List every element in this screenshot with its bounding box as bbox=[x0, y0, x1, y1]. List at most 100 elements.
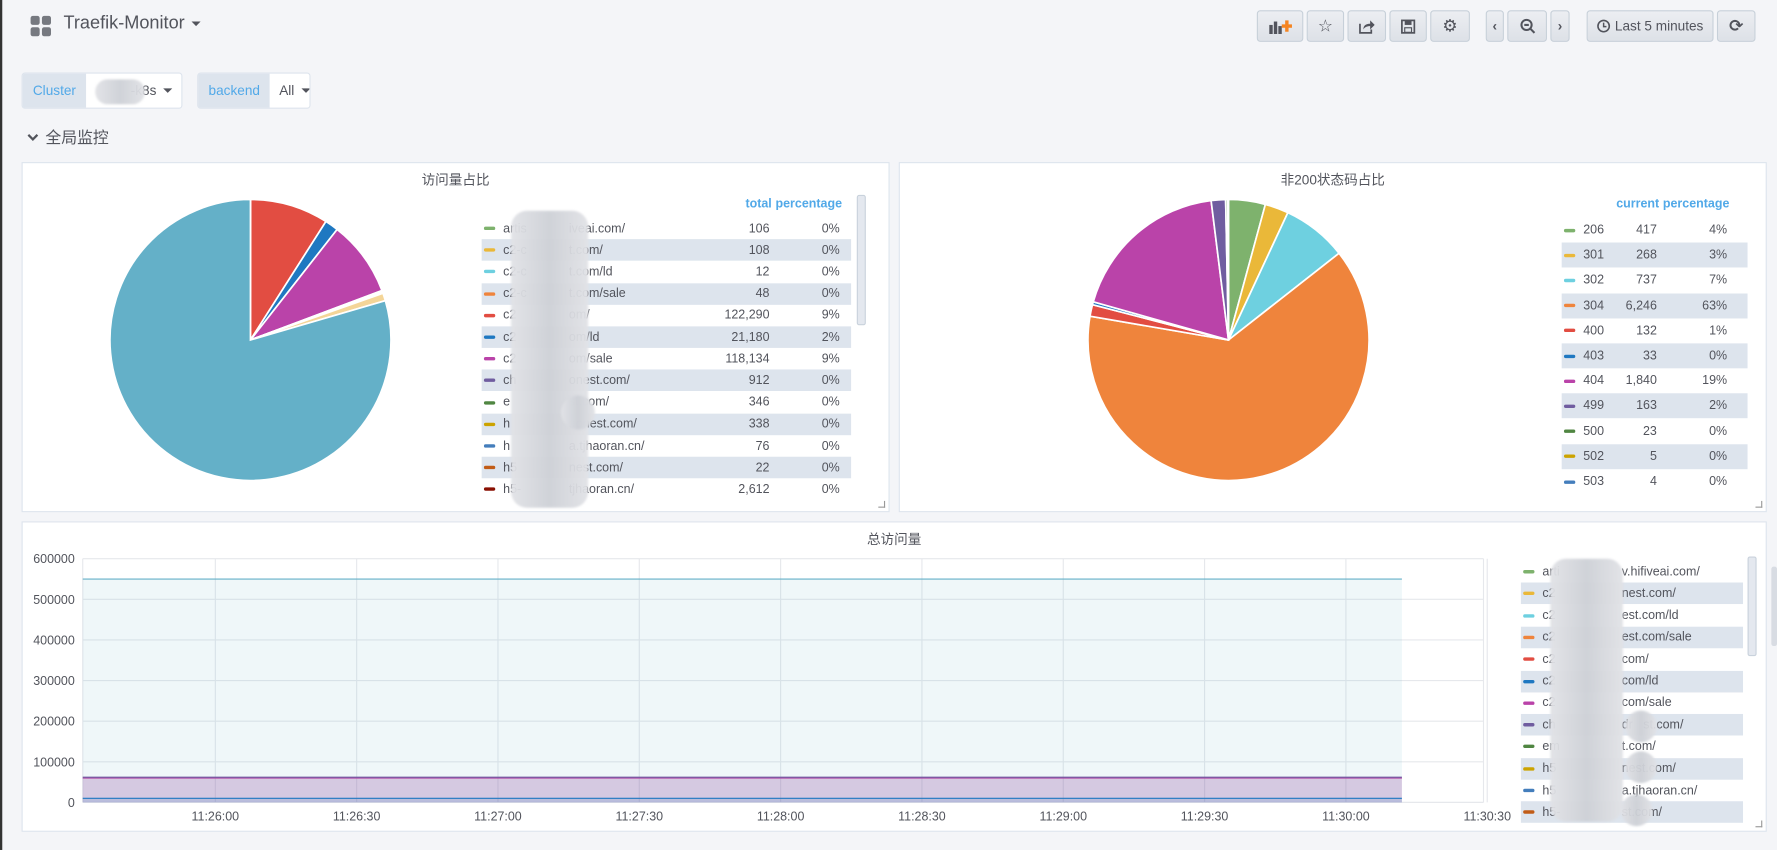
cluster-variable[interactable]: Cluster-k8s bbox=[21, 72, 183, 109]
legend-swatch bbox=[483, 444, 496, 448]
time-range-label: Last 5 minutes bbox=[1614, 18, 1704, 34]
legend-row[interactable]: 502 5 0% bbox=[1561, 444, 1748, 469]
legend-row[interactable]: 499 163 2% bbox=[1561, 393, 1748, 419]
legend-swatch bbox=[1523, 745, 1535, 749]
legend-swatch bbox=[1523, 766, 1535, 771]
resize-handle[interactable] bbox=[1755, 820, 1763, 828]
x-tick-label: 11:27:30 bbox=[616, 810, 664, 824]
panel-title[interactable]: 访问量占比 bbox=[421, 172, 490, 189]
legend-swatch bbox=[1563, 278, 1576, 283]
y-tick-label: 200000 bbox=[33, 715, 75, 729]
legend-percentage: 7% bbox=[1709, 273, 1728, 288]
legend-row[interactable]: 400 132 1% bbox=[1562, 318, 1748, 343]
legend-percentage: 0% bbox=[821, 482, 840, 497]
backend-variable[interactable]: backend All bbox=[197, 72, 311, 109]
legend-percentage: 0% bbox=[821, 243, 840, 257]
resize-handle[interactable] bbox=[1755, 500, 1763, 508]
cluster-label: Cluster bbox=[22, 73, 87, 108]
legend-swatch bbox=[1563, 479, 1576, 484]
settings-button[interactable]: ⚙ bbox=[1430, 10, 1470, 42]
time-picker-button[interactable]: Last 5 minutes bbox=[1586, 10, 1714, 42]
save-button[interactable] bbox=[1389, 10, 1427, 42]
panel-title[interactable]: 非200状态码占比 bbox=[1280, 172, 1385, 189]
graph-legend: artiv.hifiveai.com/c2nest.com/c2est.com/… bbox=[1520, 556, 1748, 828]
legend-scrollbar[interactable] bbox=[856, 194, 866, 326]
window-edge bbox=[0, 0, 3, 850]
row-header[interactable]: 全局监控 bbox=[27, 126, 109, 149]
legend-swatch bbox=[1523, 723, 1535, 727]
legend-name-suffix: a.tjhaoran.cn/ bbox=[1621, 783, 1698, 798]
resize-handle[interactable] bbox=[878, 500, 886, 508]
legend-percentage: 0% bbox=[821, 460, 840, 475]
legend-row[interactable]: 503 4 0% bbox=[1562, 469, 1748, 494]
add-panel-icon bbox=[1268, 20, 1292, 34]
share-button[interactable] bbox=[1347, 10, 1387, 42]
time-forward-button[interactable]: › bbox=[1550, 10, 1570, 42]
legend-percentage: 19% bbox=[1702, 374, 1728, 388]
legend-total: 118,134 bbox=[725, 352, 770, 366]
legend-percentage: 0% bbox=[821, 221, 840, 236]
pie-slice[interactable] bbox=[1087, 252, 1370, 482]
legend-row[interactable]: 206 417 4% bbox=[1562, 218, 1748, 243]
zoom-out-button[interactable] bbox=[1507, 10, 1547, 42]
pie-legend: current percentage 206 417 4% 301 268 3% 302 73… bbox=[1561, 197, 1755, 494]
legend-swatch bbox=[1563, 303, 1576, 308]
legend-current: 5 bbox=[1649, 449, 1657, 464]
legend-swatch bbox=[483, 335, 496, 339]
legend-current: 417 bbox=[1636, 223, 1657, 237]
refresh-button[interactable]: ⟳ bbox=[1716, 10, 1756, 42]
x-tick-label: 11:28:30 bbox=[898, 810, 946, 824]
pie-slice[interactable] bbox=[249, 198, 328, 343]
legend-header-current[interactable]: current bbox=[1616, 197, 1660, 211]
pie-slice[interactable] bbox=[1092, 199, 1230, 342]
legend-header-total[interactable]: total bbox=[745, 197, 772, 211]
grid-icon[interactable] bbox=[30, 15, 51, 37]
cluster-select[interactable]: -k8s bbox=[86, 73, 182, 108]
legend-header-percentage[interactable]: percentage bbox=[1662, 197, 1730, 211]
legend-status-code: 403 bbox=[1583, 349, 1605, 363]
legend-name-suffix: est.com/sale bbox=[1621, 630, 1692, 645]
time-series-graph: 0 100000 200000 300000 400000 500000 600000 11:… bbox=[33, 552, 1511, 824]
legend-scrollbar[interactable] bbox=[1747, 556, 1757, 657]
row-title: 全局监控 bbox=[45, 128, 109, 147]
legend-status-code: 206 bbox=[1583, 223, 1605, 237]
legend-status-code: 302 bbox=[1583, 273, 1605, 288]
legend-status-code: 301 bbox=[1583, 248, 1605, 263]
legend-current: 132 bbox=[1636, 323, 1657, 338]
caret-down-icon bbox=[301, 88, 310, 93]
legend-row[interactable]: 304 6,246 63% bbox=[1561, 293, 1748, 318]
legend-swatch bbox=[1563, 454, 1576, 459]
dashboard-title[interactable]: Traefik-Monitor bbox=[63, 14, 201, 34]
legend-percentage: 1% bbox=[1709, 323, 1728, 338]
page-scrollbar[interactable] bbox=[1771, 566, 1777, 646]
star-button[interactable]: ☆ bbox=[1306, 10, 1345, 42]
legend-row[interactable]: 302 737 7% bbox=[1562, 268, 1748, 293]
legend-status-code: 499 bbox=[1583, 399, 1605, 413]
pie-legend: total percentage artisiveai.com/1060%c2-… bbox=[481, 197, 856, 508]
legend-swatch bbox=[1523, 701, 1535, 705]
add-panel-button[interactable] bbox=[1256, 10, 1304, 42]
pie-chart bbox=[1087, 198, 1370, 482]
legend-name-suffix: est.com/ld bbox=[1621, 608, 1679, 623]
legend-swatch bbox=[483, 248, 496, 252]
series-area bbox=[82, 579, 1402, 803]
pie-slice[interactable] bbox=[109, 198, 392, 482]
legend-row[interactable]: 404 1,840 19% bbox=[1562, 369, 1748, 394]
legend-swatch bbox=[483, 313, 496, 318]
backend-select[interactable]: All bbox=[270, 73, 310, 108]
legend-status-code: 404 bbox=[1583, 374, 1605, 388]
legend-row[interactable]: 500 23 0% bbox=[1562, 419, 1748, 444]
legend-header-percentage[interactable]: percentage bbox=[775, 197, 843, 211]
x-tick-label: 11:30:30 bbox=[1463, 810, 1511, 824]
legend-percentage: 0% bbox=[1709, 349, 1728, 363]
legend-row[interactable]: 301 268 3% bbox=[1561, 242, 1748, 268]
time-back-button[interactable]: ‹ bbox=[1485, 10, 1504, 42]
legend-current: 268 bbox=[1636, 248, 1657, 263]
legend-row[interactable]: 403 33 0% bbox=[1561, 343, 1748, 369]
legend-swatch bbox=[483, 270, 496, 274]
legend-percentage: 0% bbox=[821, 439, 840, 453]
panel-title[interactable]: 总访问量 bbox=[866, 531, 922, 548]
legend-swatch bbox=[483, 291, 496, 296]
legend-percentage: 0% bbox=[821, 417, 840, 431]
legend-current: 23 bbox=[1643, 424, 1657, 439]
